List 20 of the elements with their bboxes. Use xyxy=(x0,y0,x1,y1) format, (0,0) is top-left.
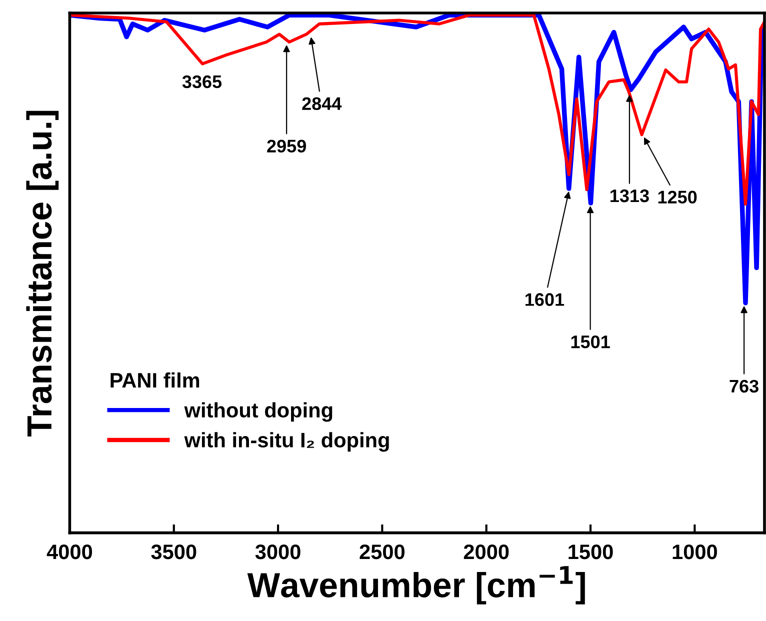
x-tick-label: 3500 xyxy=(151,544,196,560)
x-tick-label: 1500 xyxy=(568,544,613,560)
annotation: 2959 xyxy=(267,140,306,153)
x-tick-label: 2000 xyxy=(464,544,509,560)
x-tick-label: 4000 xyxy=(46,544,92,560)
legend-label: without doping xyxy=(184,402,332,422)
annotation: 1501 xyxy=(571,335,610,348)
annotation: 763 xyxy=(730,380,758,393)
annotation: 1250 xyxy=(658,190,697,204)
legend-label: with in-situ I₂ doping xyxy=(184,432,389,452)
x-tick-label: 1000 xyxy=(672,544,717,560)
legend-title: PANI film xyxy=(110,372,200,388)
annotation: 2844 xyxy=(302,97,342,110)
x-tick-label: 3000 xyxy=(255,544,300,560)
x-tick-label: 2500 xyxy=(360,544,405,560)
y-axis-title: Transmittance [a.u.] xyxy=(26,110,59,437)
annotation: 1313 xyxy=(610,189,649,202)
annotation: 3365 xyxy=(182,75,222,88)
annotation: 1601 xyxy=(526,293,564,306)
x-axis-title: Wavenumber [cm$^{−1}$] xyxy=(247,566,585,604)
